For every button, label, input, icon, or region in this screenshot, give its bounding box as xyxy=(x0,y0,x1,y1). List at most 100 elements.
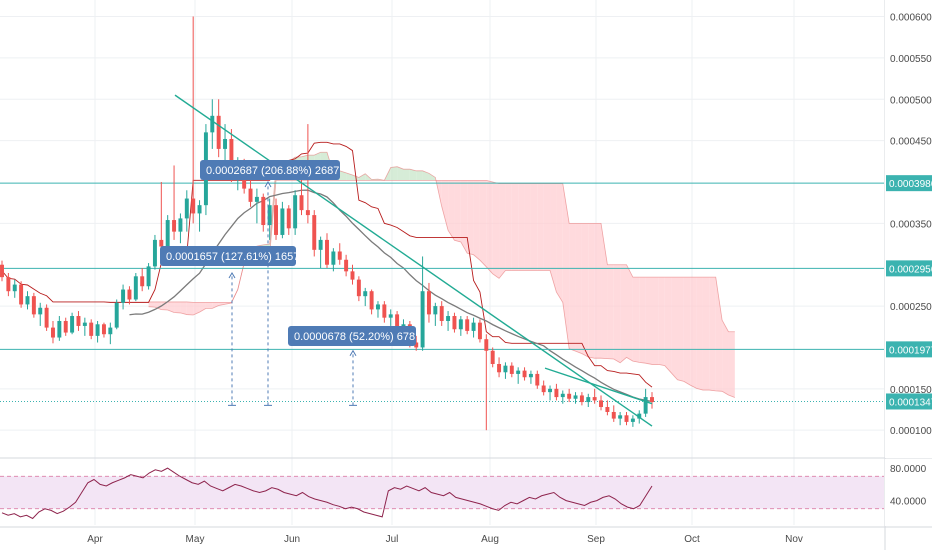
candle xyxy=(216,99,221,158)
cloud-segment xyxy=(607,264,614,360)
cloud-segment xyxy=(186,301,194,315)
candle xyxy=(63,317,68,336)
candle-body xyxy=(325,239,329,265)
candle xyxy=(554,383,559,401)
cloud-segment xyxy=(473,180,480,261)
time-axis-tick: Apr xyxy=(87,534,103,545)
candle-body xyxy=(140,276,145,287)
candle xyxy=(191,16,196,224)
candle-body xyxy=(497,364,502,373)
candle-body xyxy=(280,208,285,235)
candle xyxy=(318,236,323,269)
candle-body xyxy=(210,115,215,133)
measure-arrow-head xyxy=(349,349,357,357)
rsi-panel[interactable]: 80.0000 40.0000 xyxy=(0,459,932,526)
price-level-tag-label: 0.0001977 xyxy=(889,345,932,356)
cloud-segment xyxy=(428,173,436,181)
candle-body xyxy=(299,195,304,211)
measurement-label[interactable]: 0.0002687 (206.88%) 2687 xyxy=(200,160,340,180)
candle xyxy=(172,165,177,240)
candle xyxy=(484,334,489,431)
candle-body xyxy=(586,397,591,403)
cloud-segment xyxy=(652,277,659,365)
candle-body xyxy=(522,370,527,378)
candle-body xyxy=(579,395,584,403)
candle xyxy=(356,276,361,302)
trendline-short[interactable] xyxy=(544,367,653,405)
candle-body xyxy=(108,327,113,335)
candle xyxy=(133,273,138,302)
candle xyxy=(382,301,387,323)
candle-body xyxy=(382,304,387,318)
candle xyxy=(293,190,298,235)
cloud-segment xyxy=(358,173,366,181)
cloud-segment xyxy=(569,223,576,352)
measurement-label[interactable]: 0.0000678 (52.20%) 678 xyxy=(288,326,416,346)
time-axis-tick: Sep xyxy=(587,534,605,545)
candle-body xyxy=(57,320,62,338)
candle xyxy=(439,301,444,326)
candle-body xyxy=(248,188,253,202)
candle-body xyxy=(548,388,553,393)
candle-body xyxy=(25,296,30,305)
candle xyxy=(503,362,508,379)
candle-body xyxy=(643,397,648,414)
cloud-segment xyxy=(167,301,175,313)
candle xyxy=(325,233,329,269)
price-axis-bg xyxy=(885,0,932,458)
time-axis-tick: Jun xyxy=(284,534,300,545)
candle xyxy=(579,392,584,406)
cloud-segment xyxy=(390,166,398,181)
drawings[interactable]: 0.0002687 (206.88%) 2687 0.0001657 (127.6… xyxy=(160,94,653,427)
candle-body xyxy=(350,271,355,280)
candle-body xyxy=(337,251,342,260)
candle xyxy=(630,415,635,427)
time-axis[interactable]: Apr May Jun Jul Aug Sep Oct Nov xyxy=(87,534,803,545)
candle-body xyxy=(452,316,457,330)
candle-body xyxy=(503,365,508,373)
cloud-segment xyxy=(492,182,500,279)
candle-body xyxy=(31,296,36,315)
candle xyxy=(363,287,368,307)
candle xyxy=(51,320,55,344)
cloud-segment xyxy=(556,183,563,303)
price-level-tag[interactable]: 0.0001977 xyxy=(886,341,932,358)
candle-body xyxy=(312,215,317,250)
measurement-label[interactable]: 0.0001657 (127.61%) 1657 xyxy=(160,246,299,266)
price-level-tag[interactable]: 0.0003986 xyxy=(886,175,932,192)
rsi-line xyxy=(1,467,653,520)
candle xyxy=(82,317,87,336)
candle xyxy=(121,284,126,310)
cloud-segment xyxy=(702,277,710,391)
candle-body xyxy=(618,415,623,419)
candle-body xyxy=(82,322,87,326)
candle xyxy=(38,302,43,326)
candle-body xyxy=(261,196,266,226)
candle-body xyxy=(420,291,425,348)
candle-body xyxy=(433,306,438,315)
candle xyxy=(426,282,431,323)
candle xyxy=(261,193,266,232)
cloud-segment xyxy=(397,166,404,181)
cloud-segment xyxy=(518,183,525,271)
cloud-segment xyxy=(499,183,506,279)
candle-body xyxy=(318,239,323,250)
candle xyxy=(57,316,62,341)
price-level-tag[interactable]: 0.0002956 xyxy=(886,260,932,277)
trendline-descending[interactable] xyxy=(174,94,653,427)
candle-body xyxy=(121,289,126,303)
candle-body xyxy=(6,277,11,292)
candle xyxy=(95,320,100,343)
candle-body xyxy=(267,205,272,226)
cloud-segment xyxy=(148,301,155,308)
cloud-segment xyxy=(658,277,665,366)
last-price-tag[interactable]: 0.0001347 xyxy=(886,393,932,410)
